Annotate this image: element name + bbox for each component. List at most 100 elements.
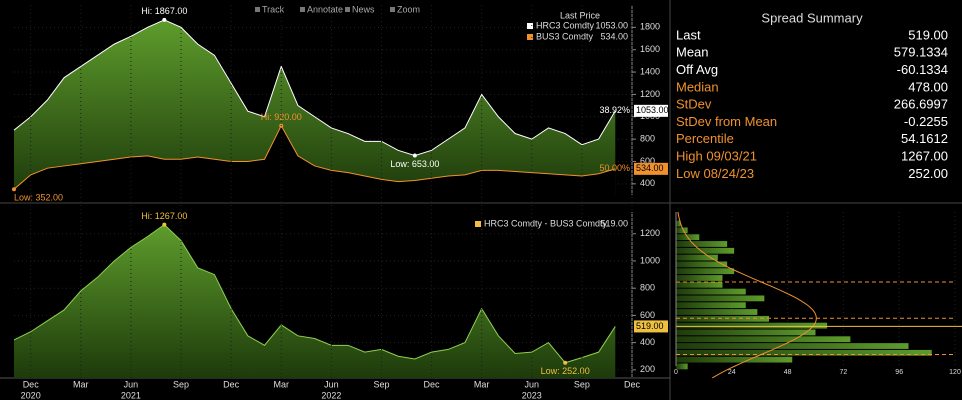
last-value-tag (634, 104, 668, 117)
y-tick-label: 1200 (640, 228, 660, 238)
histogram-bar (676, 268, 735, 275)
histogram-bar (676, 281, 723, 288)
legend-swatch (475, 221, 481, 227)
histogram-bar (676, 241, 728, 247)
y-tick-label: 400 (640, 337, 655, 347)
x-tick-label: Dec (23, 379, 40, 389)
y-tick-label: 1400 (640, 66, 660, 76)
legend-label: HRC3 Comdty - BUS3 Comdty (484, 218, 608, 228)
summary-value: -0.2255 (904, 114, 948, 129)
year-label: 2022 (321, 390, 341, 400)
x-tick-label: Sep (574, 379, 590, 389)
summary-label: High 09/03/21 (676, 149, 757, 164)
series-line (13, 124, 616, 190)
y-tick-label: 200 (640, 364, 655, 374)
y-tick-label: 600 (640, 156, 655, 166)
summary-label: StDev from Mean (676, 114, 777, 129)
low-label: Low: 252.00 (541, 366, 590, 376)
x-tick-label: Jun (525, 379, 540, 389)
x-tick-label: Jun (124, 379, 139, 389)
x-tick-label: 72 (840, 369, 848, 376)
summary-value: 1267.00 (901, 149, 948, 164)
histogram-bar (676, 349, 932, 356)
histogram-bar (676, 363, 688, 370)
hi-marker (162, 17, 167, 22)
legend-value: 534.00 (600, 31, 628, 41)
toolbar-icon (300, 7, 305, 12)
y-tick-label: 1800 (640, 22, 660, 32)
histogram-bar (676, 356, 793, 363)
toolbar-button[interactable]: Zoom (397, 4, 420, 14)
histogram-bar (676, 309, 758, 315)
toolbar-button[interactable]: Annotate (307, 4, 343, 14)
series-area (14, 224, 616, 378)
y-tick-label: 400 (640, 178, 655, 188)
x-tick-label: 120 (949, 369, 961, 376)
summary-label: Mean (676, 45, 709, 60)
histogram-bar (676, 322, 828, 329)
year-label: 2021 (121, 390, 141, 400)
series-line (13, 19, 616, 157)
legend-swatch (527, 34, 533, 40)
low-marker (12, 187, 16, 192)
hi-label: Hi: 1267.00 (141, 211, 187, 221)
last-value-label: 1053.00 (636, 105, 669, 115)
x-tick-label: Sep (173, 379, 189, 389)
x-tick-label: Mar (73, 379, 89, 389)
legend-value: 519.00 (600, 218, 628, 228)
toolbar-icon (390, 7, 395, 12)
low-label: Low: 352.00 (14, 193, 63, 203)
summary-value: 252.00 (908, 166, 948, 181)
y-tick-label: 1200 (640, 89, 660, 99)
histogram-bar (676, 302, 746, 309)
hi-marker (162, 222, 167, 227)
x-tick-label: 0 (674, 369, 678, 376)
histogram-bar (676, 336, 851, 343)
summary-value: 478.00 (908, 79, 948, 94)
summary: Spread Summary Last 519.00 Mean 579.1334 Off… (676, 10, 948, 180)
x-tick-label: Dec (624, 379, 641, 389)
histogram-bar (676, 329, 816, 336)
summary-value: 519.00 (908, 27, 948, 42)
last-value-label: 519.00 (636, 321, 664, 331)
y-tick-label: 1600 (640, 44, 660, 54)
toolbar-icon (345, 7, 350, 12)
summary-label: Last (676, 27, 701, 42)
last-value-tag (634, 162, 668, 175)
x-tick-label: Mar (273, 379, 289, 389)
x-tick-label: 96 (895, 369, 903, 376)
percent-label: 50.00% (599, 163, 630, 173)
series-area (14, 19, 616, 196)
normal-curve (677, 211, 817, 379)
toolbar-button[interactable]: News (352, 4, 375, 14)
y-tick-label: 800 (640, 283, 655, 293)
hi-label: Hi: 1867.00 (141, 6, 187, 16)
x-tick-label: 24 (728, 369, 736, 376)
summary-value: 266.6997 (894, 97, 948, 112)
low-label: Low: 653.00 (390, 159, 439, 169)
x-tick-label: Dec (223, 379, 240, 389)
legend-label: BUS3 Comdty (536, 31, 594, 41)
toolbar-button[interactable]: Track (262, 4, 285, 14)
summary-label: Median (676, 79, 719, 94)
histogram-bar (676, 295, 765, 302)
summary-value: 579.1334 (894, 45, 948, 60)
series-area (14, 125, 616, 195)
summary-value: -60.1334 (897, 62, 948, 77)
year-label: 2020 (21, 390, 41, 400)
histogram-bar (676, 254, 718, 261)
histogram-bar (676, 315, 769, 322)
y-tick-label: 1000 (640, 255, 660, 265)
low-marker (412, 153, 417, 158)
summary-label: Off Avg (676, 62, 718, 77)
histogram-bar (676, 220, 681, 227)
series-line (13, 224, 616, 364)
y-tick-label: 800 (640, 133, 655, 143)
histogram-bar (676, 247, 735, 254)
summary-label: Percentile (676, 131, 734, 146)
summary-value: 54.1612 (901, 131, 948, 146)
last-value-tag (634, 320, 668, 333)
low-marker (563, 360, 568, 365)
x-tick-label: Jun (324, 379, 339, 389)
